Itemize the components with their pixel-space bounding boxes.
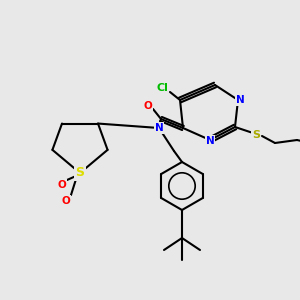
Text: S: S: [76, 167, 85, 179]
Text: Cl: Cl: [156, 83, 168, 93]
Text: N: N: [154, 123, 164, 133]
Text: O: O: [144, 101, 152, 111]
Text: O: O: [58, 180, 66, 190]
Text: S: S: [252, 130, 260, 140]
Text: O: O: [61, 196, 70, 206]
Text: N: N: [206, 136, 214, 146]
Text: N: N: [236, 95, 244, 105]
